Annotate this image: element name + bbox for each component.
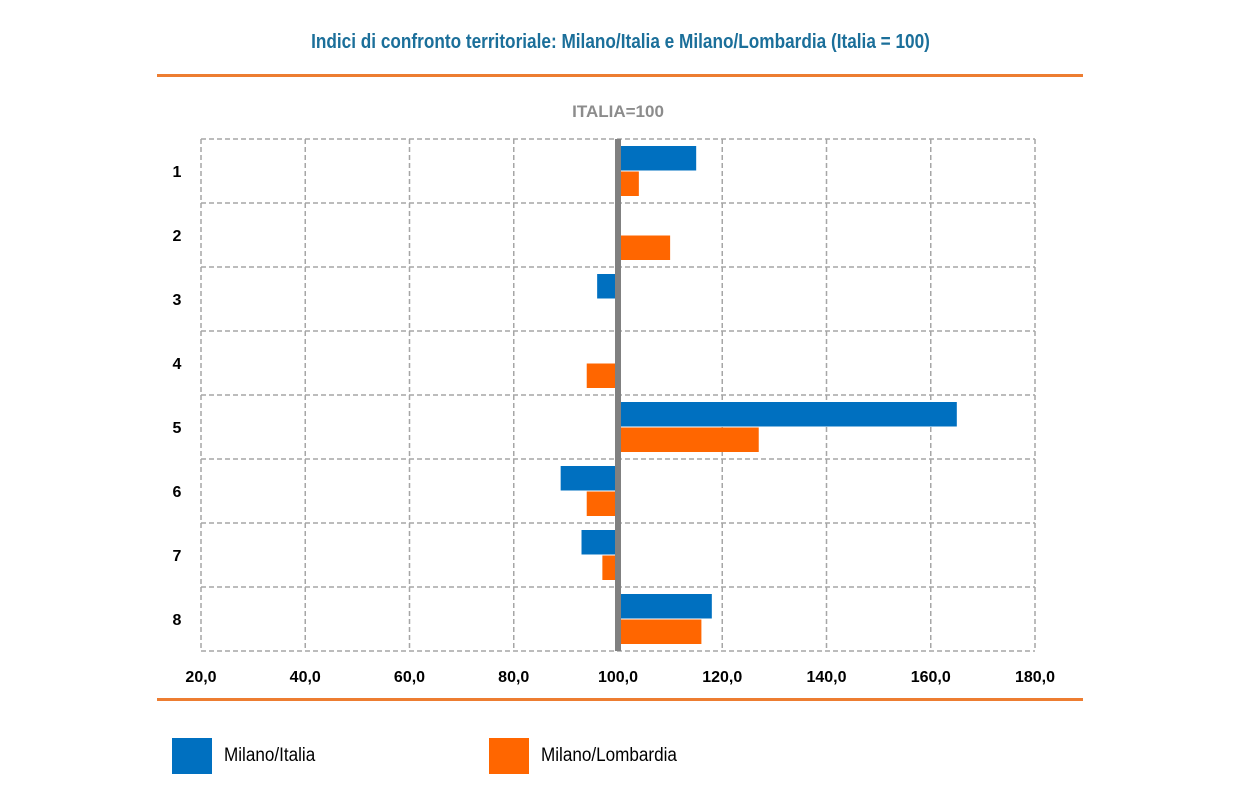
- reference-line-group: [615, 139, 621, 651]
- top-divider: [157, 74, 1083, 77]
- bars: [560, 146, 957, 644]
- x-tick-label-0: 20,0: [185, 669, 216, 686]
- reference-label: ITALIA=100: [572, 102, 664, 121]
- category-label-5: 5: [173, 420, 182, 437]
- bar-milano-italia-1: [618, 146, 697, 171]
- reference-line: [615, 139, 621, 651]
- x-tick-label-2: 60,0: [394, 669, 425, 686]
- bar-milano-italia-3: [597, 274, 618, 299]
- bar-milano-italia-8: [618, 594, 712, 619]
- legend-label-milano-italia: Milano/Italia: [224, 745, 316, 766]
- legend-item-milano-italia: Milano/Italia: [172, 738, 325, 774]
- x-tick-label-7: 160,0: [911, 669, 951, 686]
- category-label-1: 1: [173, 164, 182, 181]
- x-tick-label-3: 80,0: [498, 669, 529, 686]
- bar-milano-italia-5: [618, 402, 957, 427]
- bar-milano-lombardia-1: [618, 171, 639, 196]
- bar-milano-lombardia-6: [586, 491, 618, 516]
- legend-item-milano-lombardia: Milano/Lombardia: [489, 738, 692, 774]
- category-label-6: 6: [173, 484, 182, 501]
- chart-title: Indici di confronto territoriale: Milano…: [311, 31, 930, 53]
- bottom-divider: [157, 698, 1083, 701]
- legend-label-milano-lombardia: Milano/Lombardia: [541, 745, 677, 766]
- category-label-7: 7: [173, 548, 182, 565]
- legend-swatch-milano-italia: [172, 738, 212, 774]
- x-tick-label-8: 180,0: [1015, 669, 1055, 686]
- bar-milano-lombardia-2: [618, 235, 671, 260]
- labels: 1 2 3 4 5 6 7 8 ITALIA=100 20,0 40,0 60,0 80,0 100,0 1…: [173, 102, 1056, 686]
- x-tick-label-6: 140,0: [806, 669, 846, 686]
- x-tick-label-5: 120,0: [702, 669, 742, 686]
- bar-milano-italia-7: [581, 530, 618, 555]
- category-label-2: 2: [173, 228, 182, 245]
- bar-milano-lombardia-5: [618, 427, 759, 452]
- bar-milano-lombardia-7: [602, 555, 618, 580]
- x-tick-label-4: 100,0: [598, 669, 638, 686]
- bar-milano-italia-6: [560, 466, 618, 491]
- bar-milano-lombardia-8: [618, 619, 702, 644]
- category-label-3: 3: [173, 292, 182, 309]
- category-label-8: 8: [173, 612, 182, 629]
- bar-milano-lombardia-4: [586, 363, 618, 388]
- category-label-4: 4: [173, 356, 182, 373]
- legend-swatch-milano-lombardia: [489, 738, 529, 774]
- x-tick-label-1: 40,0: [290, 669, 321, 686]
